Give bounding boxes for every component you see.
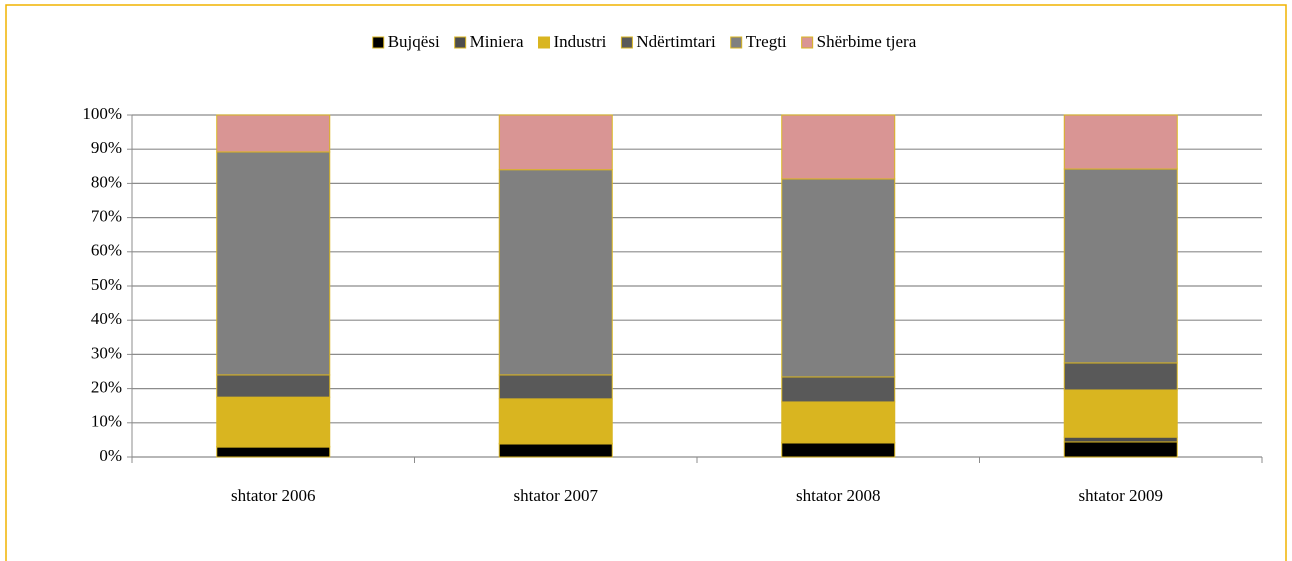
- bar-segment: [781, 114, 896, 180]
- y-tick-label: 80%: [91, 172, 122, 191]
- bar-segment: [781, 376, 896, 403]
- y-tick-label: 60%: [91, 241, 122, 260]
- y-tick-label: 40%: [91, 309, 122, 328]
- legend-label: Shërbime tjera: [817, 32, 917, 51]
- x-tick-label: shtator 2006: [231, 486, 316, 505]
- bar-segment: [1063, 389, 1178, 438]
- legend-swatch: [372, 36, 385, 49]
- bar-segment: [1063, 441, 1178, 458]
- x-tick-label: shtator 2008: [796, 486, 881, 505]
- legend-swatch: [538, 36, 551, 49]
- bar-segment: [781, 442, 896, 458]
- y-tick-label: 20%: [91, 378, 122, 397]
- y-tick-label: 30%: [91, 343, 122, 362]
- y-tick-label: 0%: [99, 446, 122, 465]
- bar-segment: [498, 398, 613, 444]
- legend-label: Industri: [554, 32, 607, 51]
- y-tick-label: 100%: [82, 104, 122, 123]
- bar-segment: [781, 178, 896, 378]
- bar-segment: [1063, 168, 1178, 364]
- bar-segment: [216, 114, 331, 153]
- bar-segment: [1063, 114, 1178, 170]
- y-tick-label: 10%: [91, 412, 122, 431]
- y-tick-label: 90%: [91, 138, 122, 157]
- bar-segment: [216, 151, 331, 376]
- legend-label: Bujqësi: [388, 32, 440, 51]
- y-tick-label: 50%: [91, 275, 122, 294]
- x-tick-label: shtator 2007: [513, 486, 598, 505]
- bar-segment: [216, 374, 331, 398]
- bar-segment: [498, 114, 613, 171]
- bar-segment: [1063, 362, 1178, 391]
- legend-label: Tregti: [746, 32, 787, 51]
- legend-swatch: [730, 36, 743, 49]
- bar-segment: [216, 446, 331, 458]
- bar-segment: [216, 396, 331, 447]
- legend-label: Ndërtimtari: [636, 32, 716, 51]
- bar-segment: [498, 443, 613, 458]
- bar-segment: [781, 401, 896, 443]
- bar-segment: [498, 374, 613, 400]
- legend-swatch: [620, 36, 633, 49]
- y-tick-label: 70%: [91, 207, 122, 226]
- legend-swatch: [454, 36, 467, 49]
- legend-swatch: [801, 36, 814, 49]
- x-tick-label: shtator 2009: [1078, 486, 1163, 505]
- bar-segment: [498, 169, 613, 376]
- chart-frame: [5, 4, 1287, 561]
- bar-segment: [1063, 436, 1178, 443]
- legend-label: Miniera: [470, 32, 524, 51]
